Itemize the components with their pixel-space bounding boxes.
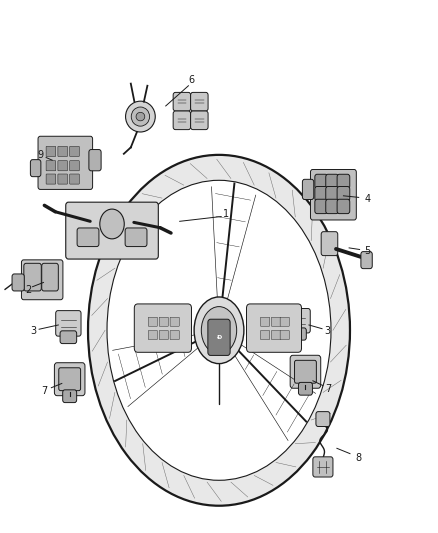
FancyBboxPatch shape	[125, 228, 147, 247]
FancyBboxPatch shape	[30, 160, 41, 176]
FancyBboxPatch shape	[261, 317, 270, 326]
FancyBboxPatch shape	[70, 174, 79, 184]
FancyBboxPatch shape	[302, 179, 314, 199]
FancyBboxPatch shape	[290, 328, 306, 340]
FancyBboxPatch shape	[298, 382, 312, 395]
FancyBboxPatch shape	[159, 317, 168, 326]
FancyBboxPatch shape	[208, 319, 230, 356]
FancyBboxPatch shape	[77, 228, 99, 247]
FancyBboxPatch shape	[58, 161, 67, 171]
FancyBboxPatch shape	[148, 330, 157, 340]
FancyBboxPatch shape	[316, 411, 330, 426]
FancyBboxPatch shape	[46, 174, 56, 184]
FancyBboxPatch shape	[170, 317, 179, 326]
Ellipse shape	[201, 306, 237, 354]
FancyBboxPatch shape	[337, 187, 350, 201]
FancyBboxPatch shape	[361, 252, 372, 269]
FancyBboxPatch shape	[261, 330, 270, 340]
FancyBboxPatch shape	[66, 202, 158, 259]
Ellipse shape	[194, 297, 244, 364]
FancyBboxPatch shape	[315, 174, 328, 189]
FancyBboxPatch shape	[134, 304, 191, 352]
FancyBboxPatch shape	[321, 232, 338, 256]
FancyBboxPatch shape	[12, 274, 24, 291]
FancyBboxPatch shape	[70, 147, 79, 157]
Ellipse shape	[88, 155, 350, 506]
FancyBboxPatch shape	[326, 174, 339, 189]
FancyBboxPatch shape	[170, 330, 179, 340]
FancyBboxPatch shape	[337, 174, 350, 189]
FancyBboxPatch shape	[54, 363, 85, 395]
FancyBboxPatch shape	[89, 150, 101, 171]
FancyBboxPatch shape	[70, 161, 79, 171]
FancyBboxPatch shape	[272, 317, 281, 326]
FancyBboxPatch shape	[315, 199, 328, 214]
Text: 3: 3	[324, 326, 330, 336]
FancyBboxPatch shape	[21, 260, 63, 300]
FancyBboxPatch shape	[311, 169, 357, 220]
FancyBboxPatch shape	[58, 174, 67, 184]
FancyBboxPatch shape	[63, 390, 77, 402]
FancyBboxPatch shape	[337, 199, 350, 214]
FancyBboxPatch shape	[59, 368, 81, 391]
FancyBboxPatch shape	[247, 304, 301, 352]
Ellipse shape	[131, 107, 150, 126]
FancyBboxPatch shape	[159, 330, 168, 340]
Text: 1: 1	[223, 209, 229, 220]
FancyBboxPatch shape	[148, 317, 157, 326]
FancyBboxPatch shape	[58, 147, 67, 157]
Text: 2: 2	[25, 285, 32, 295]
Text: 7: 7	[41, 386, 47, 397]
FancyBboxPatch shape	[315, 187, 328, 201]
FancyBboxPatch shape	[280, 317, 289, 326]
Text: Ð: Ð	[216, 335, 222, 340]
Text: 7: 7	[325, 384, 331, 394]
Text: 9: 9	[37, 150, 43, 160]
Ellipse shape	[107, 180, 331, 480]
FancyBboxPatch shape	[38, 136, 92, 189]
FancyBboxPatch shape	[191, 111, 208, 130]
FancyBboxPatch shape	[56, 311, 81, 336]
FancyBboxPatch shape	[287, 309, 310, 333]
Text: 3: 3	[30, 326, 36, 336]
FancyBboxPatch shape	[272, 330, 281, 340]
FancyBboxPatch shape	[326, 187, 339, 201]
FancyBboxPatch shape	[173, 111, 191, 130]
Ellipse shape	[126, 101, 155, 132]
FancyBboxPatch shape	[313, 457, 333, 477]
Text: 6: 6	[189, 76, 195, 85]
FancyBboxPatch shape	[173, 92, 191, 111]
Circle shape	[100, 209, 124, 239]
Ellipse shape	[136, 112, 145, 121]
FancyBboxPatch shape	[42, 263, 58, 291]
Text: 8: 8	[356, 453, 362, 463]
Text: 5: 5	[364, 246, 371, 255]
FancyBboxPatch shape	[294, 360, 316, 383]
FancyBboxPatch shape	[46, 147, 56, 157]
FancyBboxPatch shape	[24, 263, 41, 291]
FancyBboxPatch shape	[46, 161, 56, 171]
FancyBboxPatch shape	[326, 199, 339, 214]
FancyBboxPatch shape	[280, 330, 289, 340]
FancyBboxPatch shape	[191, 92, 208, 111]
FancyBboxPatch shape	[60, 331, 77, 344]
Text: 4: 4	[364, 194, 371, 204]
FancyBboxPatch shape	[290, 356, 321, 388]
